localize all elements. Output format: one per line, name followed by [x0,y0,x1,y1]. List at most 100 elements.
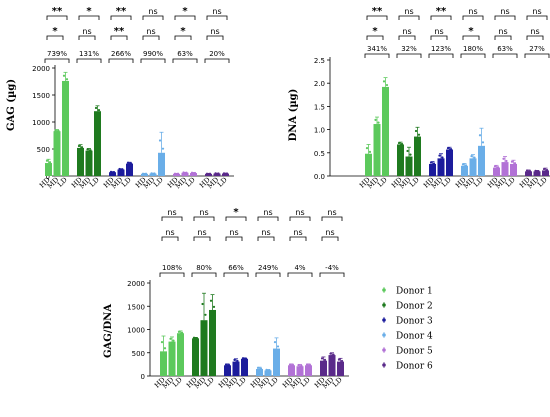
data-point [537,170,540,173]
data-point [217,172,220,175]
percent-change-label: 32% [401,45,417,53]
significance-bracket [46,35,64,40]
x-tick-label: LD [331,375,344,388]
data-point [79,148,82,151]
significance-label: ns [532,7,541,16]
data-point [161,147,165,150]
data-point [112,171,116,174]
data-point [409,153,412,156]
data-point [473,156,476,159]
data-point [399,144,402,147]
data-point [233,358,236,362]
bar [437,158,445,176]
significance-label: ns [263,208,272,217]
data-point [153,172,156,175]
bar [241,358,248,376]
significance-label: ns [498,27,507,36]
legend-label: Donor 5 [396,347,433,357]
legend-label: Donor 4 [396,332,433,342]
significance-bracket [225,236,243,241]
significance-bracket [257,236,275,241]
data-point [211,315,214,318]
significance-label: ns [199,208,208,217]
significance-bracket [206,35,224,40]
data-point [291,363,295,367]
data-point [510,160,514,163]
bar [77,147,84,176]
bar [296,366,304,376]
data-point [268,369,271,372]
significance-label: ns [530,27,539,36]
percent-bracket [191,272,217,277]
data-point [365,147,369,150]
percent-bracket [524,53,550,58]
y-tick-label: 1.0 [314,127,325,135]
significance-bracket [78,35,96,40]
percent-bracket [44,58,70,63]
bar [320,360,327,376]
bar [168,341,176,376]
data-point [121,168,124,171]
bar [337,361,344,376]
significance-bracket [78,15,100,20]
data-point [367,156,370,159]
bar [273,348,280,376]
significance-bracket [193,236,211,241]
bar [405,156,413,176]
significance-bracket [142,15,164,20]
data-point [407,159,411,162]
x-tick-label: LD [152,175,165,188]
legend-label: Donor 1 [396,287,433,297]
bar [305,365,312,376]
bar [181,172,189,176]
data-point [144,172,148,175]
data-point [397,141,401,145]
significance-label: ns [167,208,176,217]
percent-change-label: 63% [177,50,193,58]
significance-bracket [430,35,448,40]
data-point [545,168,549,172]
significance-label: ns [325,228,334,237]
data-point [208,172,212,175]
significance-label: ** [116,6,127,17]
data-point [180,331,184,334]
data-point [414,129,418,133]
data-point [400,142,404,146]
y-tick-label: 1500 [32,92,50,100]
bar [200,320,208,376]
data-point [496,166,500,169]
percent-change-label: -4% [325,264,339,272]
significance-bracket [174,15,196,20]
data-point [195,337,199,340]
x-tick-label: LD [504,175,517,188]
data-point [417,133,421,136]
data-point [480,151,483,154]
data-point [544,170,547,173]
significance-bracket [462,15,484,20]
data-point [513,162,517,165]
data-point [493,165,497,168]
bar [501,162,509,176]
y-tick-label: 2.0 [314,80,325,88]
data-point [170,342,174,345]
bar [53,131,61,176]
percent-bracket [172,58,198,63]
data-point [288,363,292,366]
data-point [202,329,206,333]
significance-label: ** [372,6,383,17]
bar [469,158,477,176]
data-point [163,347,167,350]
data-point [470,155,473,158]
x-tick-label: LD [216,175,229,188]
bar [373,124,381,176]
data-point [463,165,466,168]
bar [510,163,517,176]
significance-bracket [321,236,339,241]
data-point [439,159,443,162]
bar [446,149,453,176]
percent-change-label: 341% [367,45,387,53]
data-point [258,368,261,371]
